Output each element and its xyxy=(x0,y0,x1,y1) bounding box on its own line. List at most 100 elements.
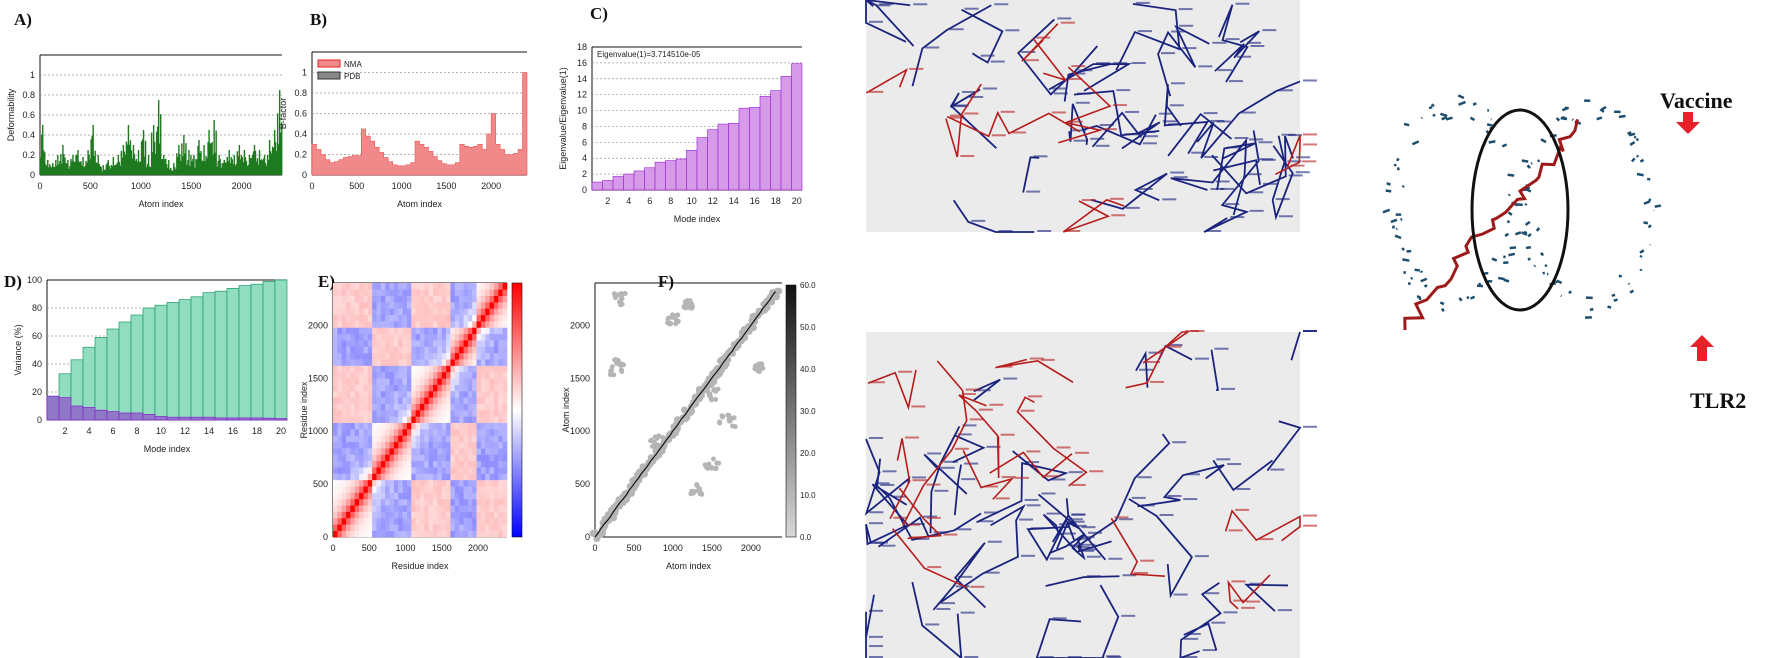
correlation-cell xyxy=(493,429,499,436)
individual-variance-bar xyxy=(238,417,252,421)
correlation-cell xyxy=(402,390,408,398)
correlation-cell xyxy=(420,416,425,423)
individual-variance-bar xyxy=(70,405,84,421)
tlr2-ribbon xyxy=(1554,280,1558,284)
correlation-cell xyxy=(372,473,377,481)
tlr2-residue-trace-residue-label xyxy=(980,54,995,57)
panel-b-x-axis-label: Atom index xyxy=(397,199,443,209)
tlr2-residue-trace-residue-label xyxy=(1173,176,1188,179)
contact-cluster xyxy=(717,419,723,425)
correlation-cell xyxy=(380,410,386,417)
correlation-cell xyxy=(363,492,369,500)
correlation-cell xyxy=(441,511,447,519)
tlr2-residue-trace-residue-label xyxy=(1220,387,1235,390)
correlation-cell xyxy=(420,352,425,360)
deformability-bar xyxy=(184,153,186,175)
correlation-cell xyxy=(480,479,486,487)
correlation-cell xyxy=(363,384,369,392)
deformability-bar xyxy=(93,156,95,175)
vaccine-residue-trace-residue-label xyxy=(1231,580,1246,583)
tlr2-residue-trace xyxy=(1091,172,1168,210)
correlation-cell xyxy=(489,289,495,296)
tlr2-ribbon xyxy=(1403,122,1410,127)
correlation-cell xyxy=(363,308,369,316)
correlation-cell xyxy=(480,403,486,411)
correlation-cell xyxy=(480,321,486,328)
panel-d-x-tick-label: 8 xyxy=(134,426,139,436)
correlation-cell xyxy=(476,429,482,436)
tlr2-ribbon xyxy=(1503,278,1510,283)
vaccine-residue-trace-residue-label xyxy=(1190,330,1205,332)
correlation-cell xyxy=(459,397,464,404)
tlr2-ribbon xyxy=(1589,307,1594,312)
tlr2-residue-trace-residue-label xyxy=(1148,351,1163,354)
deformability-bar xyxy=(134,160,137,175)
colorbar-tick-label: 40.0 xyxy=(800,365,816,374)
tlr2-ribbon xyxy=(1420,277,1428,283)
tlr2-residue-trace-residue-label xyxy=(1051,478,1066,481)
eigenvalue-bar xyxy=(686,149,698,191)
correlation-cell xyxy=(333,365,338,373)
deformability-bar xyxy=(189,166,191,175)
correlation-cell xyxy=(354,359,360,366)
correlation-cell xyxy=(476,441,482,449)
correlation-cell xyxy=(472,448,477,455)
individual-variance-bar xyxy=(82,407,96,421)
correlation-cell xyxy=(437,498,443,506)
panel-d-y-tick-label: 100 xyxy=(27,275,42,285)
correlation-cell xyxy=(459,422,464,430)
correlation-cell xyxy=(350,448,356,455)
correlation-cell xyxy=(415,479,421,487)
correlation-cell xyxy=(480,410,486,417)
correlation-cell xyxy=(489,333,495,341)
correlation-cell xyxy=(476,289,482,296)
tlr2-ribbon xyxy=(1440,307,1445,312)
deformability-bar xyxy=(164,159,166,175)
eigenvalue-bar xyxy=(644,167,656,191)
correlation-cell xyxy=(402,517,408,525)
panel-b-y-tick-label: 0.6 xyxy=(294,109,307,119)
correlation-cell xyxy=(376,340,382,347)
correlation-cell xyxy=(411,302,416,309)
cumulative-variance-bar xyxy=(118,321,132,421)
correlation-cell xyxy=(463,473,469,481)
panel-d-x-tick-label: 20 xyxy=(276,426,286,436)
correlation-cell xyxy=(398,359,403,366)
correlation-cell xyxy=(363,524,369,531)
correlation-cell xyxy=(346,295,351,303)
deformability-bar xyxy=(106,162,108,175)
panel-f-x-tick-label: 1500 xyxy=(702,543,722,553)
correlation-cell xyxy=(337,460,342,468)
tlr2-residue-trace-residue-label xyxy=(1159,513,1174,516)
correlation-cell xyxy=(502,365,508,373)
correlation-cell xyxy=(498,403,503,411)
correlation-cell xyxy=(454,340,460,347)
correlation-cell xyxy=(498,505,503,512)
correlation-cell xyxy=(441,333,447,341)
correlation-cell xyxy=(446,302,451,309)
vaccine-residue-trace xyxy=(962,450,1015,500)
contact-cluster xyxy=(651,444,657,450)
correlation-cell xyxy=(359,473,364,481)
correlation-cell xyxy=(467,340,473,347)
correlation-cell xyxy=(502,397,508,404)
correlation-cell xyxy=(480,454,486,462)
tlr2-residue-trace-residue-label xyxy=(1003,377,1018,380)
colorbar-tick-label: 50.0 xyxy=(800,323,816,332)
correlation-cell xyxy=(415,283,421,290)
tlr2-residue-trace-residue-label xyxy=(1170,82,1185,85)
correlation-cell xyxy=(363,333,369,341)
vaccine-residue-trace-residue-label xyxy=(1040,358,1055,361)
vaccine-residue-trace-residue-label xyxy=(1011,131,1026,134)
correlation-cell xyxy=(424,384,429,392)
correlation-cell xyxy=(376,410,382,417)
deformability-bar xyxy=(58,164,60,175)
correlation-cell xyxy=(367,422,373,430)
correlation-cell xyxy=(476,352,482,360)
deformability-bar xyxy=(227,161,229,175)
vaccine-residue-trace-residue-label xyxy=(1140,559,1155,562)
correlation-cell xyxy=(337,486,342,493)
correlation-cell xyxy=(463,454,469,462)
panel-d-x-tick-label: 18 xyxy=(252,426,262,436)
correlation-cell xyxy=(498,517,503,525)
